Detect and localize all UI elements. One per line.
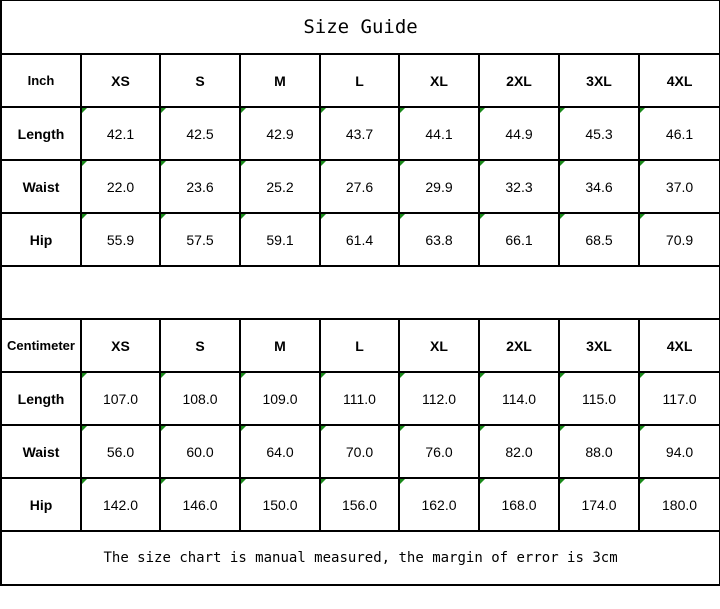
measurement-value: 94.0 bbox=[637, 424, 720, 479]
unit-label: Centimeter bbox=[0, 318, 82, 373]
measurement-value: 115.0 bbox=[558, 371, 640, 426]
measurement-value: 146.0 bbox=[159, 477, 241, 532]
measurement-value: 45.3 bbox=[558, 106, 640, 161]
size-header-s: S bbox=[159, 53, 241, 108]
measurement-value: 23.6 bbox=[159, 159, 241, 214]
spacer-row bbox=[0, 265, 720, 320]
measurement-value: 25.2 bbox=[239, 159, 321, 214]
measurement-value: 70.9 bbox=[637, 212, 720, 267]
measurement-value: 88.0 bbox=[558, 424, 640, 479]
measurement-label: Hip bbox=[0, 212, 82, 267]
measurement-value: 70.0 bbox=[319, 424, 400, 479]
measurement-value: 117.0 bbox=[637, 371, 720, 426]
measurement-value: 61.4 bbox=[319, 212, 400, 267]
measurement-value: 34.6 bbox=[558, 159, 640, 214]
size-header-m: M bbox=[239, 318, 321, 373]
measurement-value: 56.0 bbox=[80, 424, 161, 479]
measurement-value: 63.8 bbox=[398, 212, 480, 267]
measurement-value: 142.0 bbox=[80, 477, 161, 532]
cm-row-hip: Hip 142.0 146.0 150.0 156.0 162.0 168.0 174.0 18… bbox=[0, 477, 720, 532]
size-guide-table: Size Guide Inch XS S M L XL 2XL 3XL 4XL Length 42.… bbox=[0, 0, 720, 586]
size-header-2xl: 2XL bbox=[478, 53, 560, 108]
size-header-m: M bbox=[239, 53, 321, 108]
cm-row-waist: Waist 56.0 60.0 64.0 70.0 76.0 82.0 88.0 94.0 bbox=[0, 424, 720, 479]
size-header-4xl: 4XL bbox=[637, 318, 720, 373]
measurement-value: 111.0 bbox=[319, 371, 400, 426]
measurement-value: 174.0 bbox=[558, 477, 640, 532]
size-header-3xl: 3XL bbox=[558, 318, 640, 373]
measurement-value: 76.0 bbox=[398, 424, 480, 479]
measurement-value: 107.0 bbox=[80, 371, 161, 426]
size-header-4xl: 4XL bbox=[637, 53, 720, 108]
measurement-label: Length bbox=[0, 371, 82, 426]
measurement-value: 29.9 bbox=[398, 159, 480, 214]
size-header-xl: XL bbox=[398, 53, 480, 108]
measurement-value: 112.0 bbox=[398, 371, 480, 426]
inch-row-length: Length 42.1 42.5 42.9 43.7 44.1 44.9 45.3 46.1 bbox=[0, 106, 720, 161]
measurement-value: 43.7 bbox=[319, 106, 400, 161]
measurement-value: 22.0 bbox=[80, 159, 161, 214]
measurement-value: 68.5 bbox=[558, 212, 640, 267]
measurement-value: 66.1 bbox=[478, 212, 560, 267]
measurement-value: 60.0 bbox=[159, 424, 241, 479]
size-header-l: L bbox=[319, 53, 400, 108]
measurement-value: 162.0 bbox=[398, 477, 480, 532]
measurement-value: 64.0 bbox=[239, 424, 321, 479]
measurement-value: 42.9 bbox=[239, 106, 321, 161]
size-header-xl: XL bbox=[398, 318, 480, 373]
table-title: Size Guide bbox=[0, 0, 720, 55]
measurement-value: 46.1 bbox=[637, 106, 720, 161]
measurement-value: 37.0 bbox=[637, 159, 720, 214]
size-header-2xl: 2XL bbox=[478, 318, 560, 373]
unit-label: Inch bbox=[0, 53, 82, 108]
measurement-value: 42.1 bbox=[80, 106, 161, 161]
measurement-label: Hip bbox=[0, 477, 82, 532]
measurement-value: 42.5 bbox=[159, 106, 241, 161]
measurement-value: 114.0 bbox=[478, 371, 560, 426]
footnote: The size chart is manual measured, the m… bbox=[0, 530, 720, 586]
size-header-s: S bbox=[159, 318, 241, 373]
inch-row-waist: Waist 22.0 23.6 25.2 27.6 29.9 32.3 34.6 37.0 bbox=[0, 159, 720, 214]
measurement-label: Waist bbox=[0, 159, 82, 214]
size-header-3xl: 3XL bbox=[558, 53, 640, 108]
measurement-value: 150.0 bbox=[239, 477, 321, 532]
measurement-value: 180.0 bbox=[637, 477, 720, 532]
size-header-l: L bbox=[319, 318, 400, 373]
measurement-value: 57.5 bbox=[159, 212, 241, 267]
measurement-value: 108.0 bbox=[159, 371, 241, 426]
measurement-value: 168.0 bbox=[478, 477, 560, 532]
spacer-cell bbox=[0, 265, 720, 320]
cm-row-length: Length 107.0 108.0 109.0 111.0 112.0 114.0 115.… bbox=[0, 371, 720, 426]
measurement-value: 59.1 bbox=[239, 212, 321, 267]
measurement-value: 44.9 bbox=[478, 106, 560, 161]
measurement-label: Length bbox=[0, 106, 82, 161]
note-row: The size chart is manual measured, the m… bbox=[0, 530, 720, 586]
inch-header-row: Inch XS S M L XL 2XL 3XL 4XL bbox=[0, 53, 720, 108]
measurement-value: 109.0 bbox=[239, 371, 321, 426]
cm-header-row: Centimeter XS S M L XL 2XL 3XL 4XL bbox=[0, 318, 720, 373]
size-header-xs: XS bbox=[80, 318, 161, 373]
measurement-value: 156.0 bbox=[319, 477, 400, 532]
measurement-value: 55.9 bbox=[80, 212, 161, 267]
measurement-label: Waist bbox=[0, 424, 82, 479]
measurement-value: 44.1 bbox=[398, 106, 480, 161]
inch-row-hip: Hip 55.9 57.5 59.1 61.4 63.8 66.1 68.5 70.9 bbox=[0, 212, 720, 267]
measurement-value: 27.6 bbox=[319, 159, 400, 214]
measurement-value: 82.0 bbox=[478, 424, 560, 479]
measurement-value: 32.3 bbox=[478, 159, 560, 214]
size-header-xs: XS bbox=[80, 53, 161, 108]
